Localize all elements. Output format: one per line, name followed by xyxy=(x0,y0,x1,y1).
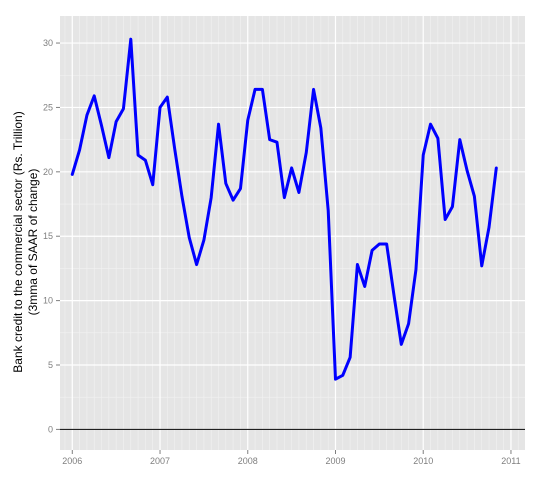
data-point xyxy=(166,96,169,99)
data-point xyxy=(407,322,410,325)
data-point xyxy=(85,114,88,117)
data-point xyxy=(363,285,366,288)
data-point xyxy=(217,123,220,126)
data-point xyxy=(349,356,352,359)
grid-minor xyxy=(60,16,525,450)
data-point xyxy=(341,374,344,377)
data-point xyxy=(261,88,264,91)
data-point xyxy=(334,378,337,381)
data-point xyxy=(400,343,403,346)
x-tick-label: 2010 xyxy=(413,456,433,466)
data-point xyxy=(254,88,257,91)
x-axis: 2006 2007 2008 2009 2010 2011 xyxy=(62,450,521,466)
data-point xyxy=(188,236,191,239)
data-point xyxy=(246,119,249,122)
data-point xyxy=(210,196,213,199)
data-point xyxy=(93,94,96,97)
data-point xyxy=(144,159,147,162)
data-point xyxy=(371,249,374,252)
data-point xyxy=(444,218,447,221)
data-point xyxy=(495,166,498,169)
data-point xyxy=(268,138,271,141)
data-point xyxy=(137,154,140,157)
data-point xyxy=(232,199,235,202)
data-point xyxy=(224,182,227,185)
data-point xyxy=(356,263,359,266)
data-point xyxy=(290,166,293,169)
x-tick-label: 2011 xyxy=(501,456,520,466)
data-point xyxy=(297,191,300,194)
x-tick-label: 2007 xyxy=(150,456,170,466)
x-tick-label: 2008 xyxy=(238,456,258,466)
data-point xyxy=(305,151,308,154)
data-point xyxy=(129,38,132,41)
data-point xyxy=(488,226,491,229)
data-point xyxy=(327,209,330,212)
y-tick-label: 25 xyxy=(43,102,53,112)
y-tick-label: 5 xyxy=(48,360,53,370)
data-point xyxy=(466,169,469,172)
data-point xyxy=(195,263,198,266)
y-tick-label: 10 xyxy=(43,296,53,306)
data-point xyxy=(283,196,286,199)
plot-panel xyxy=(60,16,525,450)
grid-major xyxy=(60,16,525,450)
data-point xyxy=(319,127,322,130)
data-point xyxy=(385,242,388,245)
x-tick-label: 2009 xyxy=(325,456,345,466)
data-point xyxy=(458,138,461,141)
series-line xyxy=(70,37,498,381)
data-point xyxy=(115,120,118,123)
data-point xyxy=(480,264,483,267)
data-point xyxy=(378,242,381,245)
y-tick-label: 30 xyxy=(43,38,53,48)
data-point xyxy=(429,123,432,126)
data-point xyxy=(122,107,125,110)
data-point xyxy=(100,124,103,127)
data-point xyxy=(107,156,110,159)
data-point xyxy=(202,239,205,242)
y-tick-label: 15 xyxy=(43,231,53,241)
y-axis: 0 5 10 15 20 25 30 xyxy=(43,38,60,434)
data-point xyxy=(393,294,396,297)
data-point xyxy=(71,173,74,176)
data-point xyxy=(451,205,454,208)
data-point xyxy=(173,147,176,150)
y-axis-title-line2: (3mma of SAAR of change) xyxy=(26,169,40,316)
data-point xyxy=(151,183,154,186)
x-tick-label: 2006 xyxy=(62,456,82,466)
data-point xyxy=(436,137,439,140)
data-point xyxy=(180,195,183,198)
y-tick-label: 20 xyxy=(43,167,53,177)
y-axis-title-line1: Bank credit to the commercial sector (Rs… xyxy=(11,111,25,372)
data-point xyxy=(473,195,476,198)
data-point xyxy=(312,88,315,91)
data-point xyxy=(422,154,425,157)
y-tick-label: 0 xyxy=(48,424,53,434)
data-point xyxy=(78,148,81,151)
data-point xyxy=(414,268,417,271)
data-point xyxy=(239,187,242,190)
data-point xyxy=(159,106,162,109)
data-point xyxy=(275,141,278,144)
